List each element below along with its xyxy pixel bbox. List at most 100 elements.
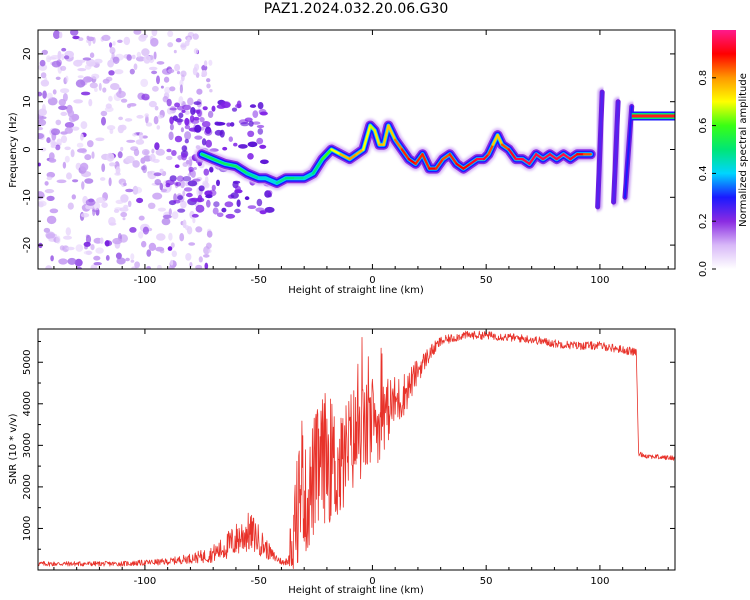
noise-blob bbox=[44, 76, 48, 84]
noise-blob bbox=[135, 139, 145, 145]
noise-blob bbox=[155, 148, 165, 156]
noise-blob bbox=[61, 47, 67, 52]
noise-blob bbox=[76, 142, 84, 148]
noise-blob bbox=[106, 125, 116, 131]
noise-blob bbox=[84, 154, 92, 161]
noise-blob bbox=[208, 249, 212, 253]
noise-blob bbox=[125, 155, 135, 164]
noise-blob bbox=[154, 105, 159, 111]
transition-blob bbox=[177, 195, 184, 201]
noise-blob bbox=[182, 219, 187, 229]
noise-blob bbox=[204, 262, 209, 269]
noise-blob bbox=[87, 36, 95, 42]
noise-blob bbox=[75, 244, 84, 252]
noise-blob bbox=[114, 207, 122, 211]
noise-blob bbox=[148, 100, 157, 108]
noise-blob bbox=[126, 139, 136, 143]
noise-blob bbox=[127, 200, 132, 207]
noise-blob bbox=[66, 246, 75, 251]
noise-blob bbox=[157, 114, 164, 119]
transition-blob bbox=[177, 208, 186, 213]
trace-core-segment bbox=[500, 143, 511, 151]
noise-blob bbox=[159, 249, 165, 254]
noise-blob bbox=[77, 68, 87, 72]
noise-blob bbox=[167, 30, 174, 37]
noise-blob bbox=[138, 34, 147, 42]
noise-blob bbox=[178, 156, 182, 161]
noise-blob bbox=[193, 167, 198, 170]
noise-blob bbox=[203, 60, 208, 67]
noise-blob bbox=[178, 96, 184, 105]
noise-blob bbox=[80, 212, 90, 218]
noise-blob bbox=[170, 259, 174, 266]
noise-blob bbox=[46, 215, 57, 225]
transition-blob bbox=[256, 198, 263, 207]
transition-blob bbox=[175, 181, 181, 187]
transition-blob bbox=[165, 179, 175, 186]
transition-blob bbox=[267, 190, 273, 196]
noise-blob bbox=[153, 51, 157, 60]
transition-blob bbox=[172, 115, 178, 121]
noise-blob bbox=[83, 241, 91, 247]
noise-blob bbox=[133, 63, 138, 70]
transition-blob bbox=[186, 192, 193, 198]
noise-blob bbox=[132, 160, 140, 168]
noise-blob bbox=[87, 140, 94, 148]
noise-blob bbox=[49, 208, 59, 214]
noise-blob bbox=[189, 262, 193, 268]
noise-blob bbox=[156, 125, 161, 130]
transition-blob bbox=[225, 213, 236, 219]
transition-blob bbox=[252, 110, 259, 118]
noise-blob bbox=[112, 41, 116, 46]
noise-blob bbox=[179, 79, 184, 88]
noise-blob bbox=[195, 226, 203, 233]
noise-blob bbox=[110, 83, 120, 90]
noise-blob bbox=[174, 63, 181, 72]
transition-blob bbox=[231, 107, 238, 112]
transition-blob bbox=[184, 138, 189, 144]
noise-blob bbox=[185, 159, 190, 165]
transition-blob bbox=[257, 102, 264, 110]
transition-blob bbox=[199, 117, 205, 123]
noise-blob bbox=[132, 132, 137, 137]
noise-blob bbox=[44, 189, 55, 194]
noise-blob bbox=[76, 266, 82, 269]
transition-blob bbox=[216, 104, 226, 109]
transition-blob bbox=[182, 104, 192, 111]
noise-blob bbox=[143, 55, 151, 64]
noise-blob bbox=[140, 157, 146, 164]
noise-blob bbox=[136, 197, 144, 204]
transition-blob bbox=[234, 189, 243, 194]
noise-blob bbox=[187, 97, 194, 106]
transition-blob bbox=[181, 145, 187, 152]
noise-blob bbox=[114, 69, 124, 75]
snr-y-tick-label: 4000 bbox=[22, 391, 33, 416]
spectrogram-marks bbox=[38, 30, 675, 269]
noise-blob bbox=[90, 264, 98, 269]
noise-blob bbox=[167, 68, 175, 74]
noise-blob bbox=[77, 75, 84, 79]
noise-blob bbox=[180, 179, 185, 189]
noise-blob bbox=[53, 30, 61, 39]
noise-blob bbox=[123, 36, 131, 46]
transition-blob bbox=[178, 112, 184, 119]
noise-blob bbox=[70, 149, 75, 158]
noise-blob bbox=[50, 128, 61, 136]
trace-core-segment bbox=[441, 153, 451, 161]
noise-blob bbox=[206, 83, 211, 89]
snr-x-tick-label: 50 bbox=[480, 576, 493, 587]
noise-blob bbox=[43, 227, 51, 233]
transition-blob bbox=[202, 106, 208, 111]
noise-blob bbox=[133, 148, 140, 157]
noise-blob bbox=[64, 122, 75, 128]
trace-core-segment bbox=[469, 157, 479, 166]
noise-blob bbox=[85, 234, 92, 244]
trace-core-segment bbox=[455, 162, 465, 170]
snr-y-tick-label: 5000 bbox=[22, 350, 33, 375]
noise-blob bbox=[147, 202, 156, 209]
noise-blob bbox=[156, 75, 160, 85]
noise-blob bbox=[159, 182, 164, 191]
noise-blob bbox=[108, 95, 113, 102]
transition-blob bbox=[234, 208, 241, 214]
trace-core-segment bbox=[264, 176, 279, 185]
